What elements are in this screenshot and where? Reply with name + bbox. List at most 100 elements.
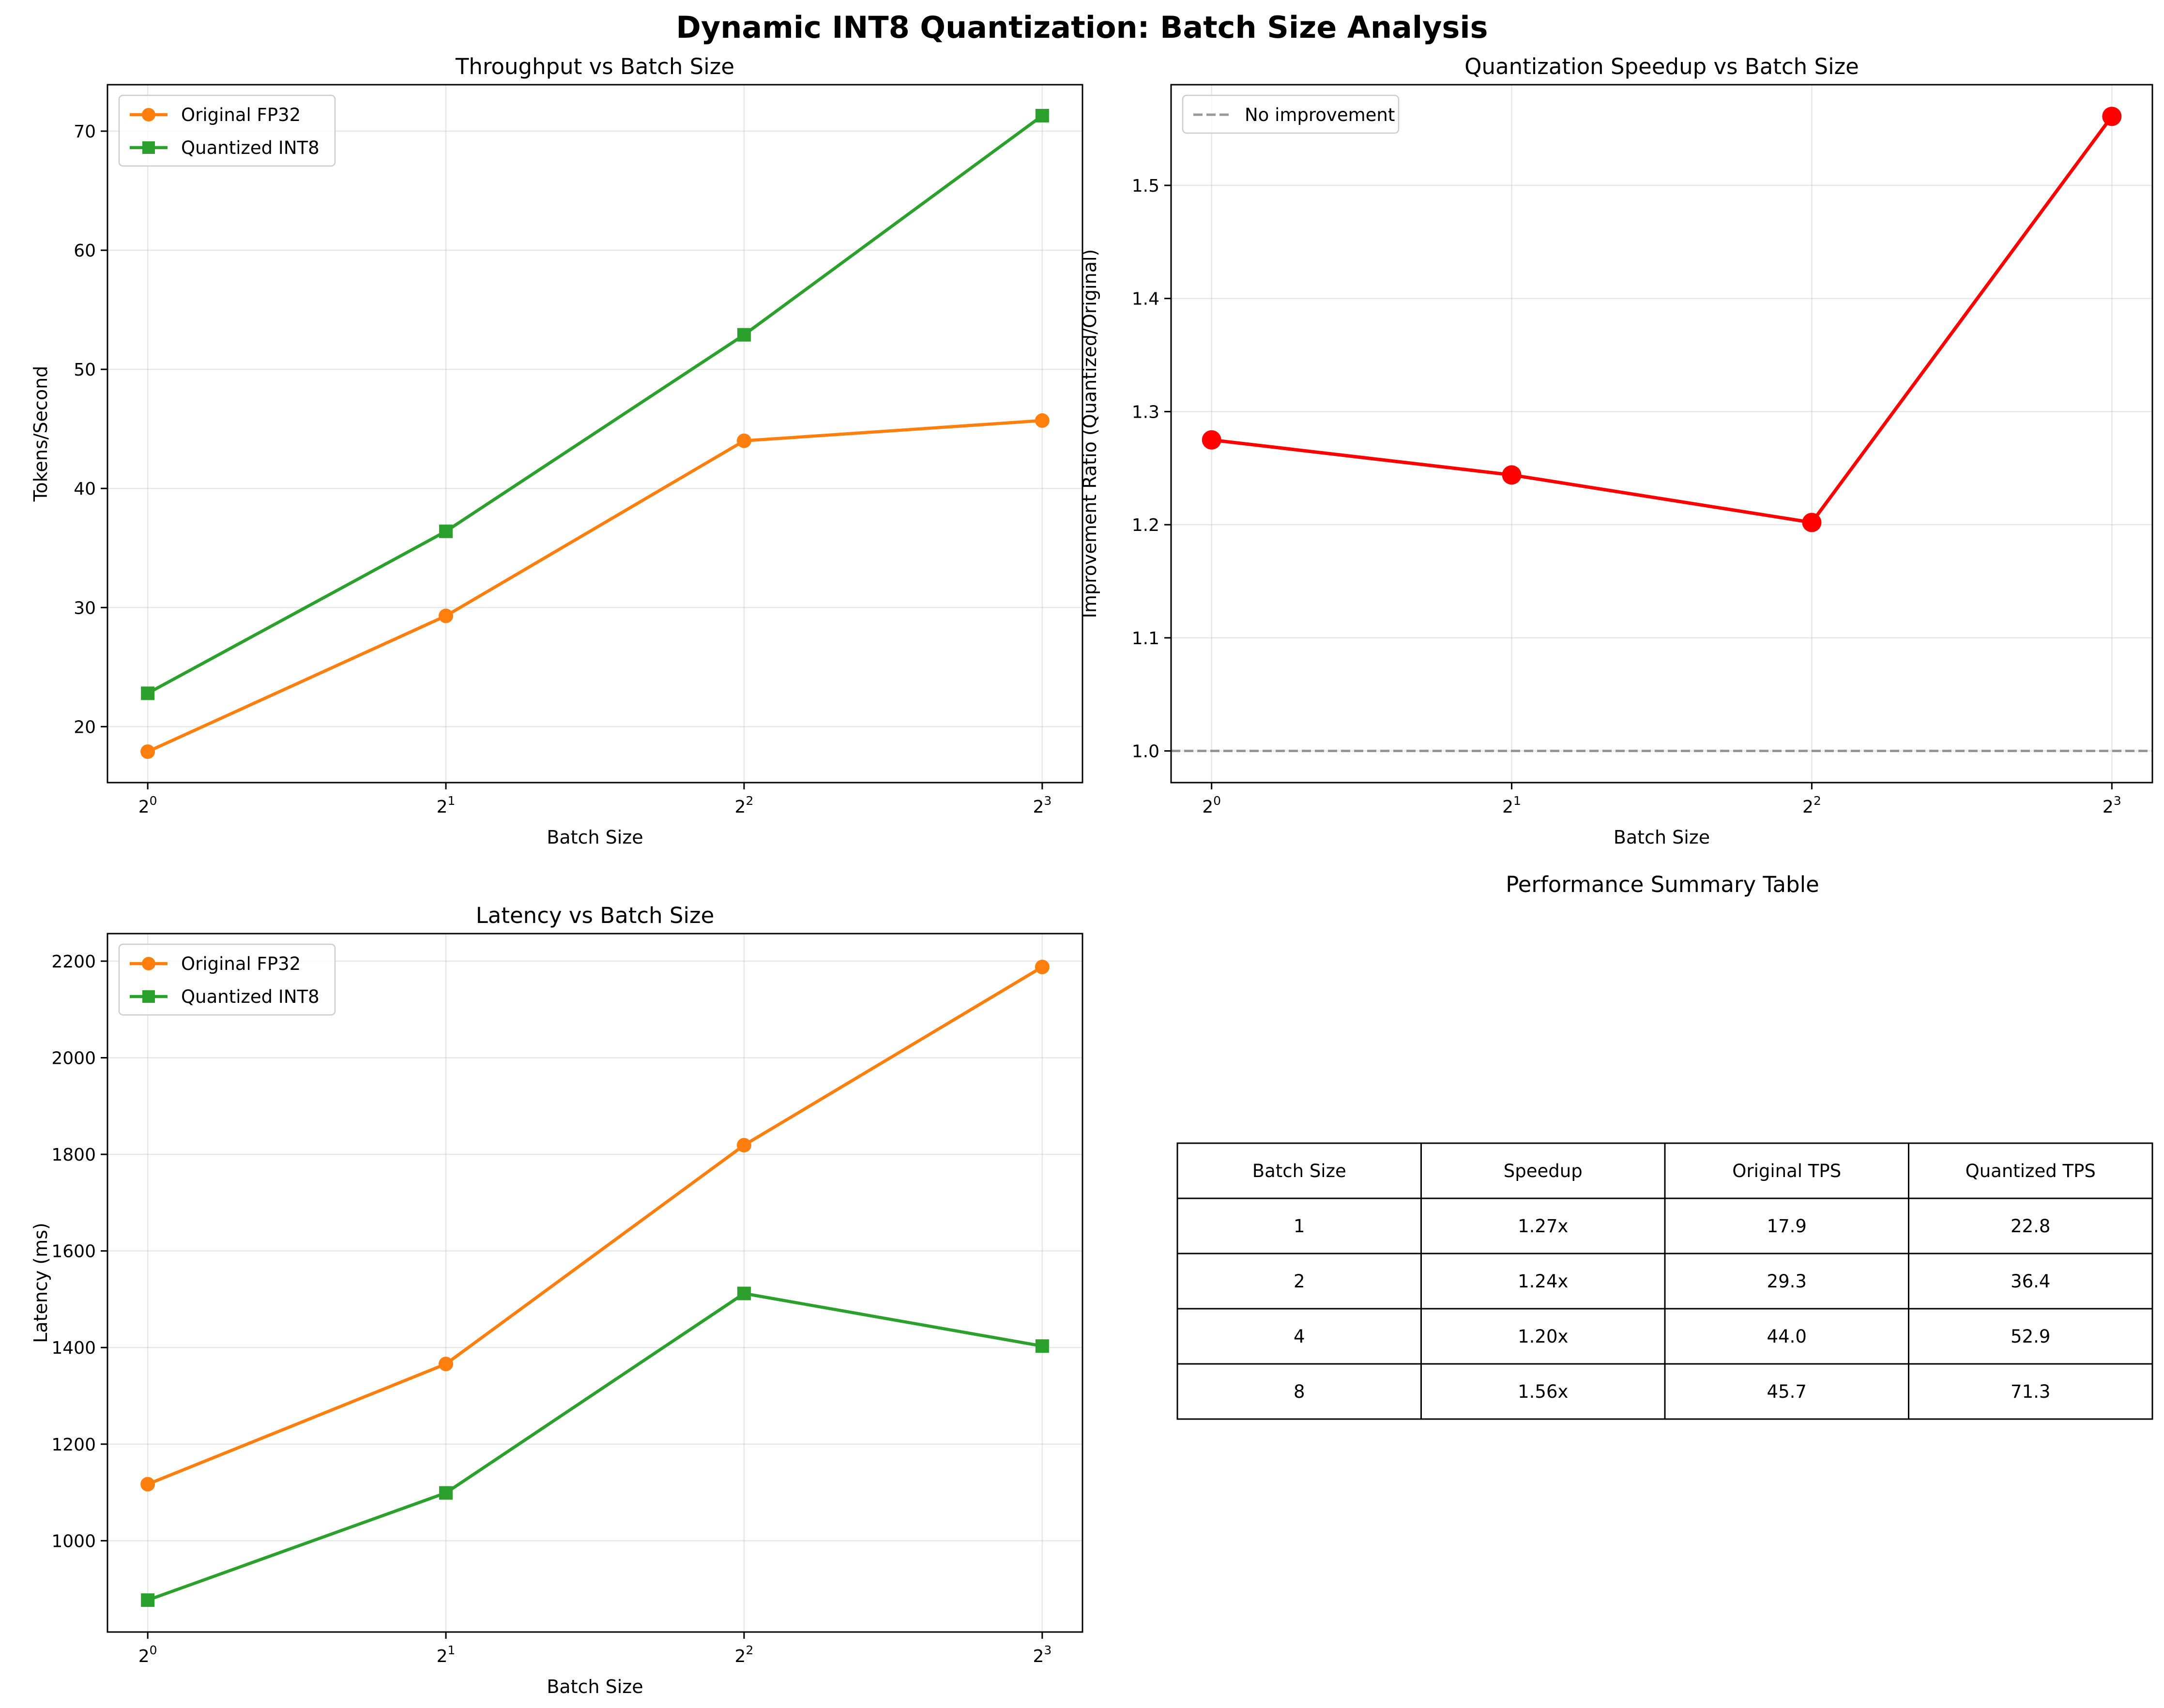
table-cell xyxy=(1420,1308,1666,1365)
data-point-original-fp32 xyxy=(439,1357,454,1372)
data-point-quantized-int8 xyxy=(737,328,751,342)
table-row: 4 1.20x 44.0 52.9 xyxy=(1176,1308,2153,1365)
table-cell xyxy=(1664,1308,1909,1365)
table-row: 1 1.27x 17.9 22.8 xyxy=(1176,1197,2153,1255)
y-axis-label: Improvement Ratio (Quantized/Original) xyxy=(1079,249,1100,619)
x-tick-label: 20 xyxy=(138,794,157,817)
plot-area-frame xyxy=(107,84,1083,784)
table-row: 2 1.24x 29.3 36.4 xyxy=(1176,1253,2153,1310)
y-tick-label: 1.0 xyxy=(1132,742,1159,762)
x-tick-label: 22 xyxy=(1802,794,1821,817)
table-cell-text: 8 xyxy=(1294,1381,1305,1402)
legend-label-no-improvement: No improvement xyxy=(1245,105,1395,125)
speedup-chart: 20 21 22 23 1.0 1.1 1.2 1.3 1.4 1.5 Quantization S… xyxy=(1079,54,2153,848)
table-cell-text: 1.56x xyxy=(1518,1381,1568,1402)
table-title: Performance Summary Table xyxy=(1506,872,1819,897)
table-cell-text: 71.3 xyxy=(2011,1381,2050,1402)
table-cell-text: 52.9 xyxy=(2011,1326,2050,1347)
y-axis-label: Tokens/Second xyxy=(30,366,51,502)
data-point-original-fp32 xyxy=(1035,413,1050,428)
table-cell xyxy=(1420,1253,1666,1310)
legend-frame xyxy=(1182,94,1400,134)
table-cell-text: 4 xyxy=(1294,1326,1305,1347)
y-tick-label: 1200 xyxy=(51,1435,96,1455)
x-tick-label: 20 xyxy=(138,1643,157,1666)
table-cell xyxy=(1908,1253,2153,1310)
legend-marker-quantized-int8 xyxy=(142,141,155,154)
data-point-original-fp32 xyxy=(1035,959,1050,974)
legend: No improvement xyxy=(1182,94,1400,134)
table-cell-text: 22.8 xyxy=(2011,1216,2050,1237)
table-header-text: Speedup xyxy=(1504,1161,1583,1181)
table-cell-text: 17.9 xyxy=(1767,1216,1807,1237)
y-tick-label: 2000 xyxy=(51,1048,96,1068)
series-line-quantized-int8 xyxy=(147,1292,1043,1602)
table-cell-text: 44.0 xyxy=(1767,1326,1807,1347)
x-tick-label: 21 xyxy=(437,794,456,817)
legend-frame xyxy=(118,94,336,167)
performance-summary-table: Performance Summary Table Batch Size Speed… xyxy=(1176,872,2153,1420)
legend: Original FP32 Quantized INT8 xyxy=(118,943,336,1016)
y-tick-label: 2200 xyxy=(51,952,96,972)
data-point-speedup xyxy=(2102,106,2122,126)
data-point-original-fp32 xyxy=(736,1138,751,1153)
table-row: 8 1.56x 45.7 71.3 xyxy=(1176,1363,2153,1420)
x-axis-label: Batch Size xyxy=(1614,827,1710,848)
data-point-quantized-int8 xyxy=(1035,108,1049,122)
table-cell-text: 1 xyxy=(1294,1216,1305,1237)
x-tick-label: 21 xyxy=(1502,794,1521,817)
axes-title: Quantization Speedup vs Batch Size xyxy=(1464,54,1859,79)
data-point-original-fp32 xyxy=(736,433,751,448)
data-point-speedup xyxy=(1802,513,1822,532)
y-tick-label: 60 xyxy=(74,241,96,261)
table-cell xyxy=(1908,1197,2153,1255)
legend-label-original-fp32: Original FP32 xyxy=(181,953,301,974)
data-point-quantized-int8 xyxy=(1035,1339,1049,1353)
legend-label-original-fp32: Original FP32 xyxy=(181,105,301,125)
y-tick-label: 1.4 xyxy=(1132,289,1159,309)
x-tick-label: 21 xyxy=(437,1643,456,1666)
table-cell xyxy=(1420,1363,1666,1420)
series-line-original-fp32 xyxy=(147,966,1043,1486)
x-axis-label: Batch Size xyxy=(547,827,643,848)
table-cell xyxy=(1664,1253,1909,1310)
data-point-quantized-int8 xyxy=(141,686,155,700)
x-tick-label: 23 xyxy=(1033,1643,1052,1666)
x-tick-label: 23 xyxy=(2103,794,2121,817)
data-point-speedup xyxy=(1202,430,1221,450)
series-line-speedup xyxy=(1211,115,2114,524)
x-tick-label: 23 xyxy=(1033,794,1052,817)
legend-marker-quantized-int8 xyxy=(142,990,155,1003)
table-cell-text: 29.3 xyxy=(1767,1271,1807,1292)
table-cell-text: 2 xyxy=(1294,1271,1305,1292)
table-header-text: Batch Size xyxy=(1252,1161,1346,1181)
y-tick-label: 1.2 xyxy=(1132,515,1159,535)
table-header-cell xyxy=(1176,1142,1422,1199)
data-point-original-fp32 xyxy=(140,1477,155,1492)
legend: Original FP32 Quantized INT8 xyxy=(118,94,336,167)
x-tick-label: 22 xyxy=(735,794,754,817)
plot-area-frame xyxy=(107,933,1083,1633)
table-cell-text: 1.27x xyxy=(1518,1216,1568,1237)
table-cell xyxy=(1176,1308,1422,1365)
figure-title: Dynamic INT8 Quantization: Batch Size An… xyxy=(676,10,1488,45)
table-cell xyxy=(1908,1363,2153,1420)
table-header-text: Quantized TPS xyxy=(1966,1161,2096,1181)
y-tick-label: 1.5 xyxy=(1132,176,1159,196)
table-cell xyxy=(1420,1197,1666,1255)
y-tick-label: 1.1 xyxy=(1132,629,1159,649)
table-header-cell xyxy=(1664,1142,1909,1199)
table-cell-text: 1.20x xyxy=(1518,1326,1568,1347)
legend-frame xyxy=(118,943,336,1016)
y-tick-label: 40 xyxy=(74,479,96,499)
y-tick-label: 1600 xyxy=(51,1242,96,1262)
y-tick-label: 20 xyxy=(74,717,96,737)
x-tick-label: 20 xyxy=(1202,794,1221,817)
axes-title: Throughput vs Batch Size xyxy=(455,54,734,79)
data-point-quantized-int8 xyxy=(737,1286,751,1300)
y-tick-label: 50 xyxy=(74,360,96,380)
table-cell-text: 45.7 xyxy=(1767,1381,1807,1402)
plot-area-frame xyxy=(1170,84,2153,784)
data-point-quantized-int8 xyxy=(141,1593,155,1607)
